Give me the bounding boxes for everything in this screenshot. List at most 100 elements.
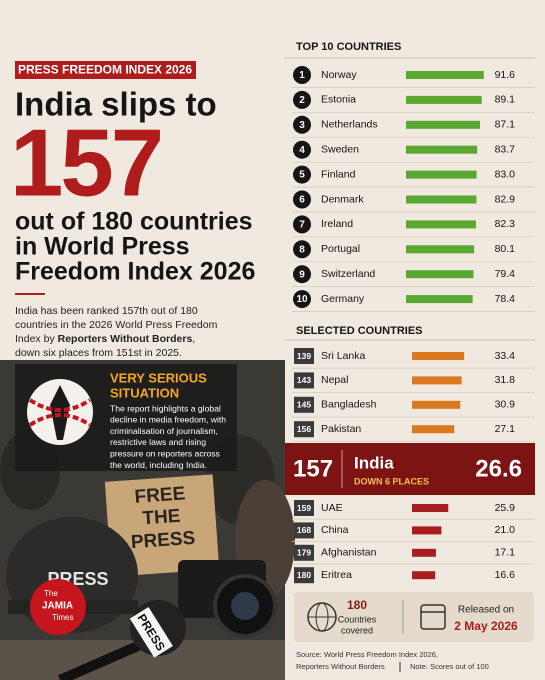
rank: 139 (297, 351, 311, 361)
summary: down six places from 151st in 2025. (15, 347, 182, 359)
bar (406, 245, 475, 254)
country: Germany (321, 293, 365, 305)
alert-title: VERY SERIOUS (110, 370, 207, 385)
country: Netherlands (321, 119, 378, 131)
india-change: DOWN 6 PLACES (354, 476, 429, 486)
rank: 168 (297, 525, 311, 535)
logo (30, 579, 86, 635)
country: UAE (321, 502, 343, 514)
value-label: 16.6 (495, 569, 516, 581)
country: Portugal (321, 243, 360, 255)
bar (406, 170, 477, 179)
logo-text: The (44, 589, 58, 598)
tag: PRESS FREEDOM INDEX 2026 (18, 63, 192, 77)
value-label: 21.0 (495, 524, 516, 536)
stat-label: covered (341, 625, 373, 635)
sign-text: THE (142, 506, 181, 530)
rank: 143 (297, 375, 311, 385)
alert-line: decline in media freedom, with (110, 415, 226, 425)
logo-text: Times (52, 613, 73, 622)
stat-value: 2 May 2026 (454, 619, 518, 633)
logo-text: JAMIA (42, 601, 73, 612)
rank: 6 (299, 195, 305, 206)
rank-badge (293, 240, 311, 259)
rank-badge (294, 348, 314, 364)
rank: 3 (299, 120, 305, 131)
summary: Index by Reporters Without Borders, (15, 333, 195, 345)
headline: Freedom Index 2026 (15, 258, 255, 286)
value-label: 87.1 (495, 119, 516, 131)
rank: 180 (297, 570, 311, 580)
value-label: 82.9 (495, 193, 516, 205)
rank: 9 (299, 269, 305, 280)
india-name: India (354, 453, 394, 472)
sign-board (104, 474, 220, 577)
summary-part: , (192, 333, 195, 345)
country: Eritrea (321, 569, 352, 581)
bar (412, 376, 462, 385)
rank: 4 (299, 145, 305, 156)
rank-badge (293, 290, 311, 309)
country: Bangladesh (321, 399, 377, 411)
rank: 145 (297, 400, 311, 410)
bar (412, 400, 461, 409)
value-label: 25.9 (495, 502, 516, 514)
source: Reporters Without Borders (296, 662, 385, 671)
rank: 8 (299, 244, 305, 255)
country: Switzerland (321, 268, 375, 280)
value-label: 89.1 (495, 94, 516, 106)
value-label: 27.1 (495, 423, 516, 435)
calendar-icon (420, 604, 446, 630)
rank-badge (293, 165, 311, 184)
bar (412, 504, 449, 512)
bar (406, 220, 476, 229)
value-label: 83.0 (495, 168, 516, 180)
india-score: 26.6 (475, 455, 522, 482)
note: Note: Scores out of 100 (410, 662, 489, 671)
rank-badge (293, 66, 311, 84)
bar (406, 95, 482, 104)
alert-line: restrictive laws and rising (110, 437, 206, 447)
value-label: 30.9 (495, 399, 516, 411)
rank-badge (294, 372, 314, 389)
rank: 179 (297, 548, 311, 558)
rank-badge (293, 140, 311, 159)
bar (406, 295, 473, 304)
value-label: 91.6 (495, 69, 516, 81)
pen-nib (50, 385, 70, 440)
value-label: 17.1 (495, 547, 516, 559)
bar (406, 145, 478, 154)
value-label: 31.8 (495, 374, 516, 386)
rank: 2 (299, 95, 305, 106)
headline: in World Press (15, 233, 190, 261)
summary-bold: Reporters Without Borders (58, 333, 193, 345)
section-title: SELECTED COUNTRIES (296, 325, 423, 337)
rank-badge (294, 500, 314, 516)
headline-rank: 157 (10, 109, 161, 216)
stat-label: Countries (338, 614, 377, 624)
country: Norway (321, 69, 357, 81)
country: Ireland (321, 218, 353, 230)
mic-flag-box (129, 606, 173, 658)
value-label: 78.4 (495, 293, 516, 305)
charts: TOP 10 COUNTRIES 1 Norway 91.6 2 Estonia 89.1 3… (292, 41, 535, 584)
rank: 1 (299, 70, 305, 81)
summary: countries in the 2026 World Press Freedo… (15, 319, 218, 331)
country: Nepal (321, 374, 348, 386)
value-label: 83.7 (495, 143, 516, 155)
rank-badge (293, 115, 311, 134)
bar (406, 120, 481, 129)
bar (406, 195, 477, 204)
bar (412, 425, 455, 434)
alert-line: The report highlights a global (110, 403, 221, 413)
alert-line: pressure on reporters across (110, 448, 220, 458)
chains (28, 398, 92, 427)
value-label: 80.1 (495, 243, 516, 255)
rank-badge (294, 544, 314, 561)
headline: out of 180 countries (15, 208, 253, 236)
bar (412, 526, 442, 535)
headline: India slips to (15, 86, 217, 123)
bar (412, 548, 436, 557)
country: Denmark (321, 193, 364, 205)
